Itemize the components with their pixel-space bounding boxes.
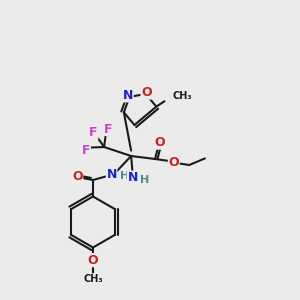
Text: N: N (106, 168, 117, 181)
Text: O: O (141, 86, 152, 99)
Text: CH₃: CH₃ (83, 274, 103, 284)
Text: CH₃: CH₃ (172, 91, 192, 101)
Text: N: N (128, 171, 138, 184)
Text: O: O (168, 156, 179, 169)
Text: F: F (103, 122, 112, 136)
Text: F: F (82, 143, 90, 157)
Text: O: O (88, 254, 98, 267)
Text: O: O (72, 170, 83, 183)
Text: H: H (140, 175, 149, 185)
Text: F: F (89, 126, 98, 139)
Text: H: H (121, 171, 130, 181)
Text: N: N (123, 89, 133, 102)
Text: O: O (154, 136, 165, 149)
